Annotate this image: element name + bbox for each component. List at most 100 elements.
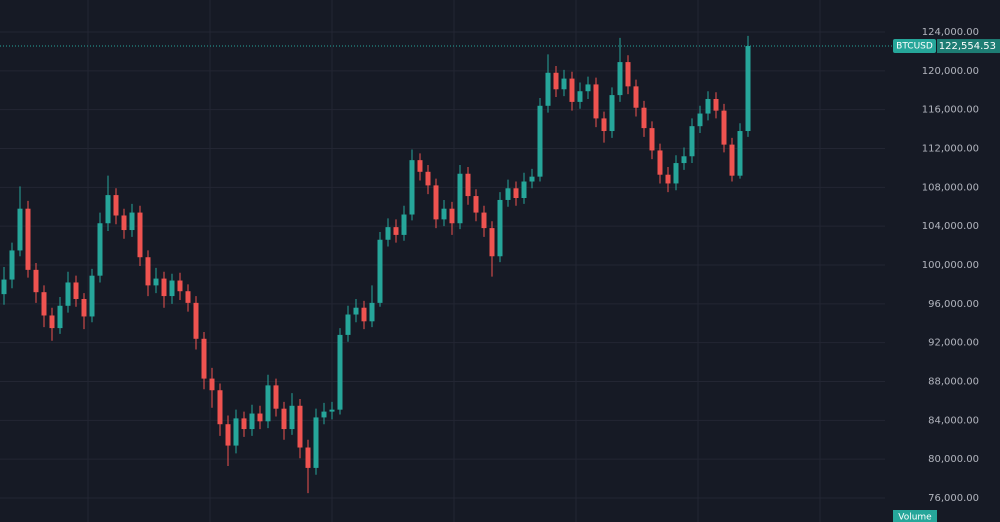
candle-body xyxy=(121,215,127,231)
candle-body xyxy=(9,250,15,280)
candle-body xyxy=(409,160,415,215)
candle-body xyxy=(425,171,431,186)
candle-body xyxy=(473,196,479,213)
candle-body xyxy=(329,409,335,412)
candle-body xyxy=(457,173,463,224)
y-tick-label: 80,000.00 xyxy=(928,454,979,465)
candle-body xyxy=(257,413,263,422)
candle-body xyxy=(729,144,735,176)
candle-body xyxy=(649,128,655,151)
candle-body xyxy=(249,413,255,430)
candle-body xyxy=(97,223,103,276)
candle-body xyxy=(401,214,407,235)
candle-body xyxy=(481,212,487,229)
y-tick-label: 124,000.00 xyxy=(922,27,979,38)
candle-body xyxy=(353,307,359,315)
candle-body xyxy=(153,278,159,286)
candle-body xyxy=(57,305,63,329)
candle-body xyxy=(633,86,639,108)
candle-body xyxy=(137,212,143,258)
candle-body xyxy=(233,418,239,446)
candle-body xyxy=(41,292,47,316)
candle-body xyxy=(585,84,591,92)
candle-body xyxy=(417,160,423,172)
candle-body xyxy=(193,302,199,339)
candle-body xyxy=(569,78,575,102)
candle-body xyxy=(745,46,751,132)
candle-body xyxy=(361,307,367,322)
candle-body xyxy=(65,282,71,306)
volume-label: Volume xyxy=(898,513,932,522)
candle-body xyxy=(321,411,327,418)
candle-body xyxy=(449,208,455,224)
candle-body xyxy=(433,185,439,220)
candle-body xyxy=(33,269,39,293)
candle-body xyxy=(305,447,311,468)
candle-body xyxy=(17,208,23,251)
candle-body xyxy=(217,390,223,425)
candle-body xyxy=(113,195,119,216)
y-tick-label: 88,000.00 xyxy=(928,377,979,388)
candle-body xyxy=(265,385,271,422)
candle-body xyxy=(561,78,567,90)
candle-body xyxy=(697,113,703,127)
candle-body xyxy=(465,173,471,197)
candle-body xyxy=(337,334,343,410)
candle-body xyxy=(385,227,391,240)
vertical-grid xyxy=(87,0,821,522)
candle-body xyxy=(73,282,79,299)
candle-body xyxy=(577,91,583,102)
candle-body xyxy=(521,181,527,199)
candle-body xyxy=(225,424,231,446)
candle-body xyxy=(665,174,671,184)
candle-body xyxy=(161,278,167,297)
candles xyxy=(1,35,751,494)
grid xyxy=(0,31,885,499)
last-price-label: 122,554.53 xyxy=(939,41,996,52)
candle-body xyxy=(49,315,55,329)
labels: BTCUSD 122,554.53 Volume xyxy=(0,39,1000,522)
candle-body xyxy=(705,98,711,114)
candle-body xyxy=(105,195,111,224)
candle-body xyxy=(737,131,743,176)
candle-body xyxy=(689,126,695,157)
candle-body xyxy=(537,105,543,177)
candle-body xyxy=(593,84,599,119)
y-tick-label: 104,000.00 xyxy=(922,221,979,232)
candle-body xyxy=(273,385,279,409)
candle-body xyxy=(281,408,287,430)
symbol-badge xyxy=(893,39,936,54)
candle-body xyxy=(1,279,7,295)
symbol-label: BTCUSD xyxy=(896,42,933,52)
candle-body xyxy=(441,208,447,220)
candle-body xyxy=(177,280,183,292)
candle-body xyxy=(345,314,351,335)
y-tick-label: 76,000.00 xyxy=(928,493,979,504)
candle-body xyxy=(657,150,663,175)
candle-body xyxy=(25,208,31,270)
candle-body xyxy=(601,118,607,132)
candle-body xyxy=(617,62,623,96)
candle-body xyxy=(609,95,615,132)
candle-body xyxy=(505,188,511,200)
candle-body xyxy=(497,199,503,257)
candle-body xyxy=(241,418,247,430)
candle-body xyxy=(377,239,383,303)
candle-body xyxy=(713,98,719,111)
y-tick-label: 84,000.00 xyxy=(928,415,979,426)
y-tick-label: 100,000.00 xyxy=(922,260,979,271)
candle-body xyxy=(641,107,647,129)
last-price-badge xyxy=(937,39,1000,54)
candle-body xyxy=(393,227,399,235)
candle-body xyxy=(209,378,215,391)
y-tick-label: 92,000.00 xyxy=(928,338,979,349)
candle-body xyxy=(145,257,151,286)
candle-body xyxy=(369,302,375,322)
candle-body xyxy=(289,405,295,430)
price-axis: 76,000.00 80,000.00 84,000.00 88,000.00 92,0… xyxy=(922,27,979,504)
y-tick-label: 96,000.00 xyxy=(928,299,979,310)
candle-body xyxy=(721,110,727,145)
candle-body xyxy=(545,72,551,106)
candle-body xyxy=(89,275,95,317)
